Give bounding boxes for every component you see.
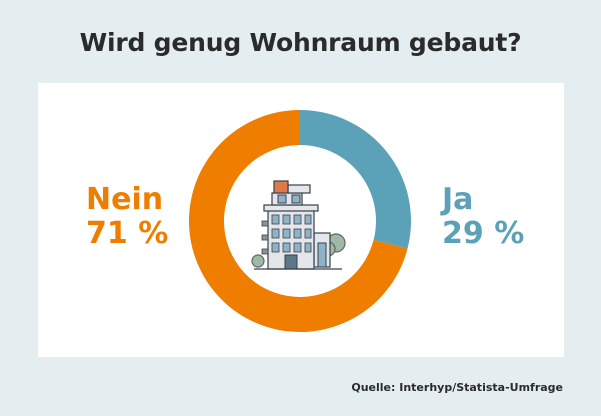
label-ja-value: 29 %	[442, 216, 525, 251]
label-nein-value: 71 %	[86, 216, 169, 251]
label-ja-category: Ja	[442, 182, 474, 217]
chart-title: Wird genug Wohnraum gebaut?	[79, 28, 522, 57]
chart-panel: Nein 71 % Ja 29 %	[38, 83, 564, 357]
apartment-building-icon	[251, 180, 346, 270]
slice-ja	[300, 110, 411, 249]
source-note: Quelle: Interhyp/Statista-Umfrage	[351, 381, 563, 394]
donut-chart	[189, 110, 411, 332]
label-nein-category: Nein	[86, 182, 164, 217]
label-ja: Ja 29 %	[442, 183, 524, 251]
slice-nein	[189, 110, 408, 332]
label-nein: Nein 71 %	[86, 183, 168, 251]
